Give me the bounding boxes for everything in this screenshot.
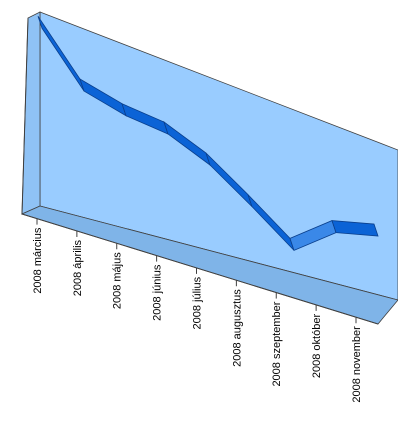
x-tick-label-7: 2008 október (311, 314, 323, 379)
x-tick-label-2: 2008 május (112, 252, 124, 309)
x-tick-label-4: 2008 július (192, 276, 204, 329)
x-tick-label-5: 2008 augusztus (231, 289, 243, 367)
x-tick-label-0: 2008 március (32, 227, 44, 294)
x-tick-label-8: 2008 november (351, 326, 363, 403)
x-tick-label-6: 2008 szeptember (271, 301, 283, 386)
x-tick-label-3: 2008 június (152, 264, 164, 321)
x-tick-label-1: 2008 április (72, 239, 84, 296)
